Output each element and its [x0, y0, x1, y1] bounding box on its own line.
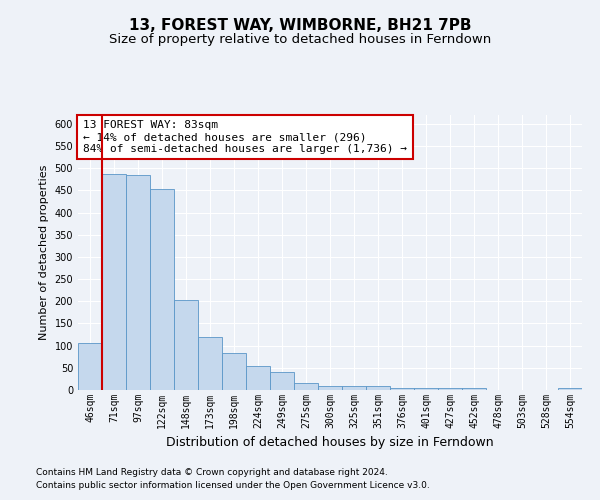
Bar [462, 388, 486, 390]
Bar [174, 300, 198, 390]
Text: 13 FOREST WAY: 83sqm
← 14% of detached houses are smaller (296)
84% of semi-deta: 13 FOREST WAY: 83sqm ← 14% of detached h… [83, 120, 407, 154]
Text: Size of property relative to detached houses in Ferndown: Size of property relative to detached ho… [109, 32, 491, 46]
Bar [246, 366, 270, 390]
Text: 13, FOREST WAY, WIMBORNE, BH21 7PB: 13, FOREST WAY, WIMBORNE, BH21 7PB [129, 18, 471, 32]
Bar [414, 388, 438, 390]
Text: Contains HM Land Registry data © Crown copyright and database right 2024.: Contains HM Land Registry data © Crown c… [36, 468, 388, 477]
Bar [150, 189, 174, 390]
Bar [558, 388, 582, 390]
Bar [366, 386, 390, 390]
Bar [222, 353, 246, 390]
Bar [318, 386, 342, 390]
Bar [102, 174, 126, 390]
Bar [342, 386, 366, 390]
Y-axis label: Number of detached properties: Number of detached properties [39, 165, 49, 340]
Bar [198, 337, 222, 390]
Bar [294, 384, 318, 390]
Text: Contains public sector information licensed under the Open Government Licence v3: Contains public sector information licen… [36, 480, 430, 490]
Bar [78, 344, 102, 390]
Bar [390, 388, 414, 390]
Text: Distribution of detached houses by size in Ferndown: Distribution of detached houses by size … [166, 436, 494, 449]
Bar [438, 388, 462, 390]
Bar [126, 175, 150, 390]
Bar [270, 372, 294, 390]
